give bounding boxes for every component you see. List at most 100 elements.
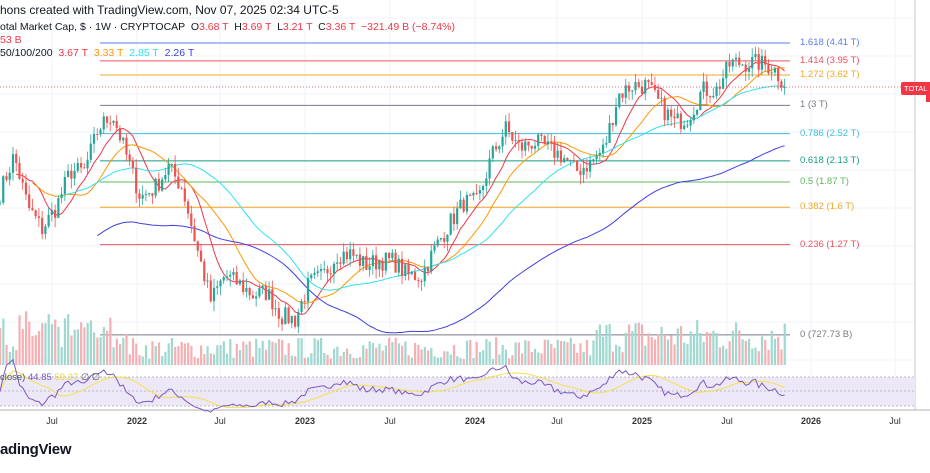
volume-bar <box>371 342 375 365</box>
candle-body <box>657 89 660 99</box>
candle-body <box>54 210 57 218</box>
candle-body <box>420 280 423 282</box>
candle-body <box>436 239 439 246</box>
candle-body <box>498 146 501 150</box>
volume-bar <box>637 322 640 365</box>
candle-body <box>530 145 533 149</box>
candle-body <box>582 167 585 175</box>
volume-bar <box>99 337 102 365</box>
fib-level-label: 0.618 (2.13 T) <box>800 154 860 166</box>
volume-bar <box>621 352 624 365</box>
candle-body <box>86 159 89 169</box>
volume-bar <box>498 354 501 365</box>
candle-body <box>566 158 569 161</box>
candle-body <box>556 150 559 158</box>
volume-bar <box>485 339 488 365</box>
volume-bar <box>339 355 342 365</box>
volume-bar <box>439 357 443 365</box>
volume-bar <box>676 328 679 365</box>
volume-bar <box>83 327 86 365</box>
candle-body <box>342 251 345 264</box>
candle-body <box>34 210 37 217</box>
candle-body <box>592 159 595 161</box>
volume-bar <box>683 342 686 365</box>
volume-bar <box>96 337 99 365</box>
volume-bar <box>44 323 47 365</box>
tradingview-logo: adingView <box>0 441 72 458</box>
candle-body <box>47 214 50 227</box>
candle-body <box>368 266 371 270</box>
candle-body <box>559 150 563 163</box>
volume-bar <box>738 330 741 365</box>
ma-legend: 50/100/200 3.67 T 3.33 T 2.85 T 2.26 T <box>0 47 194 59</box>
candle-body <box>349 249 352 260</box>
time-axis-label: Jul <box>384 416 396 426</box>
candle-body <box>203 261 206 282</box>
volume-bar <box>336 346 339 365</box>
volume-bar <box>15 349 18 365</box>
candle-body <box>371 255 374 267</box>
candle-body <box>222 277 225 281</box>
volume-bar <box>459 357 462 365</box>
volume-bar <box>368 341 371 365</box>
candle-body <box>721 78 725 89</box>
candle-body <box>692 114 695 121</box>
fib-level-label: 0.382 (1.6 T) <box>800 201 855 213</box>
volume-bar <box>268 339 271 365</box>
candle-body <box>456 208 459 225</box>
candle-body <box>358 254 361 266</box>
volume-bar <box>751 348 754 365</box>
volume-bar <box>190 345 193 365</box>
candle-body <box>2 176 5 203</box>
candle-body <box>138 193 141 199</box>
volume-bar <box>728 341 731 365</box>
volume-bar <box>37 331 41 365</box>
volume-bar <box>401 345 404 365</box>
volume-bar <box>284 354 287 365</box>
volume-bar <box>219 345 222 365</box>
candle-body <box>102 116 105 130</box>
volume-bar <box>777 336 780 365</box>
volume-bar <box>559 340 563 365</box>
volume-bar <box>705 331 709 365</box>
candle-body <box>501 136 504 147</box>
volume-bar <box>556 339 559 365</box>
fib-level-label: 0.5 (1.87 T) <box>800 175 849 187</box>
volume-bar <box>47 314 50 365</box>
candle-body <box>404 264 407 276</box>
candle-body <box>469 194 472 196</box>
candle-body <box>767 64 770 74</box>
volume-bar <box>508 358 511 365</box>
volume-bar <box>229 339 232 365</box>
volume-bar <box>135 343 138 365</box>
volume-bar <box>332 348 336 365</box>
volume-bar <box>193 356 196 365</box>
volume-bar <box>394 337 397 365</box>
candle-body <box>537 134 540 146</box>
volume-bar <box>28 321 31 365</box>
candle-body <box>741 64 744 66</box>
volume-bar <box>362 345 365 365</box>
volume-bar <box>644 345 647 365</box>
moving-average-line <box>97 145 785 334</box>
candle-body <box>41 217 44 234</box>
volume-bar <box>482 350 485 365</box>
volume-bar <box>722 345 725 365</box>
volume-bar <box>773 338 777 365</box>
volume-bar <box>514 342 517 365</box>
volume-bar <box>128 354 131 365</box>
volume-bar <box>54 319 57 365</box>
candle-body <box>728 61 731 67</box>
rsi-extra-1: ∅ <box>80 372 90 383</box>
candle-body <box>621 93 624 98</box>
volume-bar <box>122 337 125 365</box>
volume-bar <box>57 326 60 365</box>
candle-body <box>21 178 24 183</box>
candle-body <box>319 268 323 272</box>
candle-body <box>702 81 705 93</box>
volume-bar <box>277 339 281 365</box>
volume-bar <box>323 352 326 365</box>
volume-bar <box>141 356 144 365</box>
candle-body <box>647 79 650 83</box>
